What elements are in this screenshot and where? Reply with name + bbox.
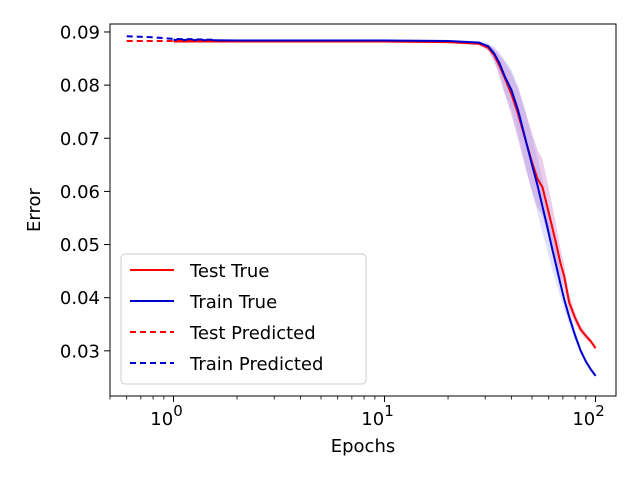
x-tick-label: 102: [572, 402, 604, 430]
x-axis-ticks: 100 101 102: [109, 396, 605, 430]
y-tick-label: 0.09: [60, 22, 100, 43]
legend: Test True Train True Test Predicted Train P…: [120, 253, 367, 385]
y-tick-label: 0.03: [60, 341, 100, 362]
x-tick-label: 100: [150, 402, 182, 430]
legend-label-test-true: Test True: [189, 261, 269, 282]
x-tick-label: 101: [361, 402, 393, 430]
series-lines: [126, 35, 597, 377]
y-tick-label: 0.04: [60, 288, 100, 309]
y-axis-label: Error: [24, 187, 45, 231]
y-tick-label: 0.07: [60, 129, 100, 150]
y-tick-label: 0.08: [60, 76, 100, 97]
legend-label-train-true: Train True: [189, 292, 277, 313]
x-axis-label: Epochs: [331, 436, 396, 457]
plot-frame: [109, 23, 617, 397]
y-tick-label: 0.06: [60, 182, 100, 203]
legend-label-train-predicted: Train Predicted: [189, 354, 323, 375]
y-tick-label: 0.05: [60, 235, 100, 256]
legend-box: [120, 253, 367, 385]
y-axis-ticks: 0.03 0.04 0.05 0.06 0.07 0.08 0.09: [60, 22, 110, 362]
train-true-line: [173, 38, 597, 377]
legend-label-test-predicted: Test Predicted: [189, 323, 316, 344]
